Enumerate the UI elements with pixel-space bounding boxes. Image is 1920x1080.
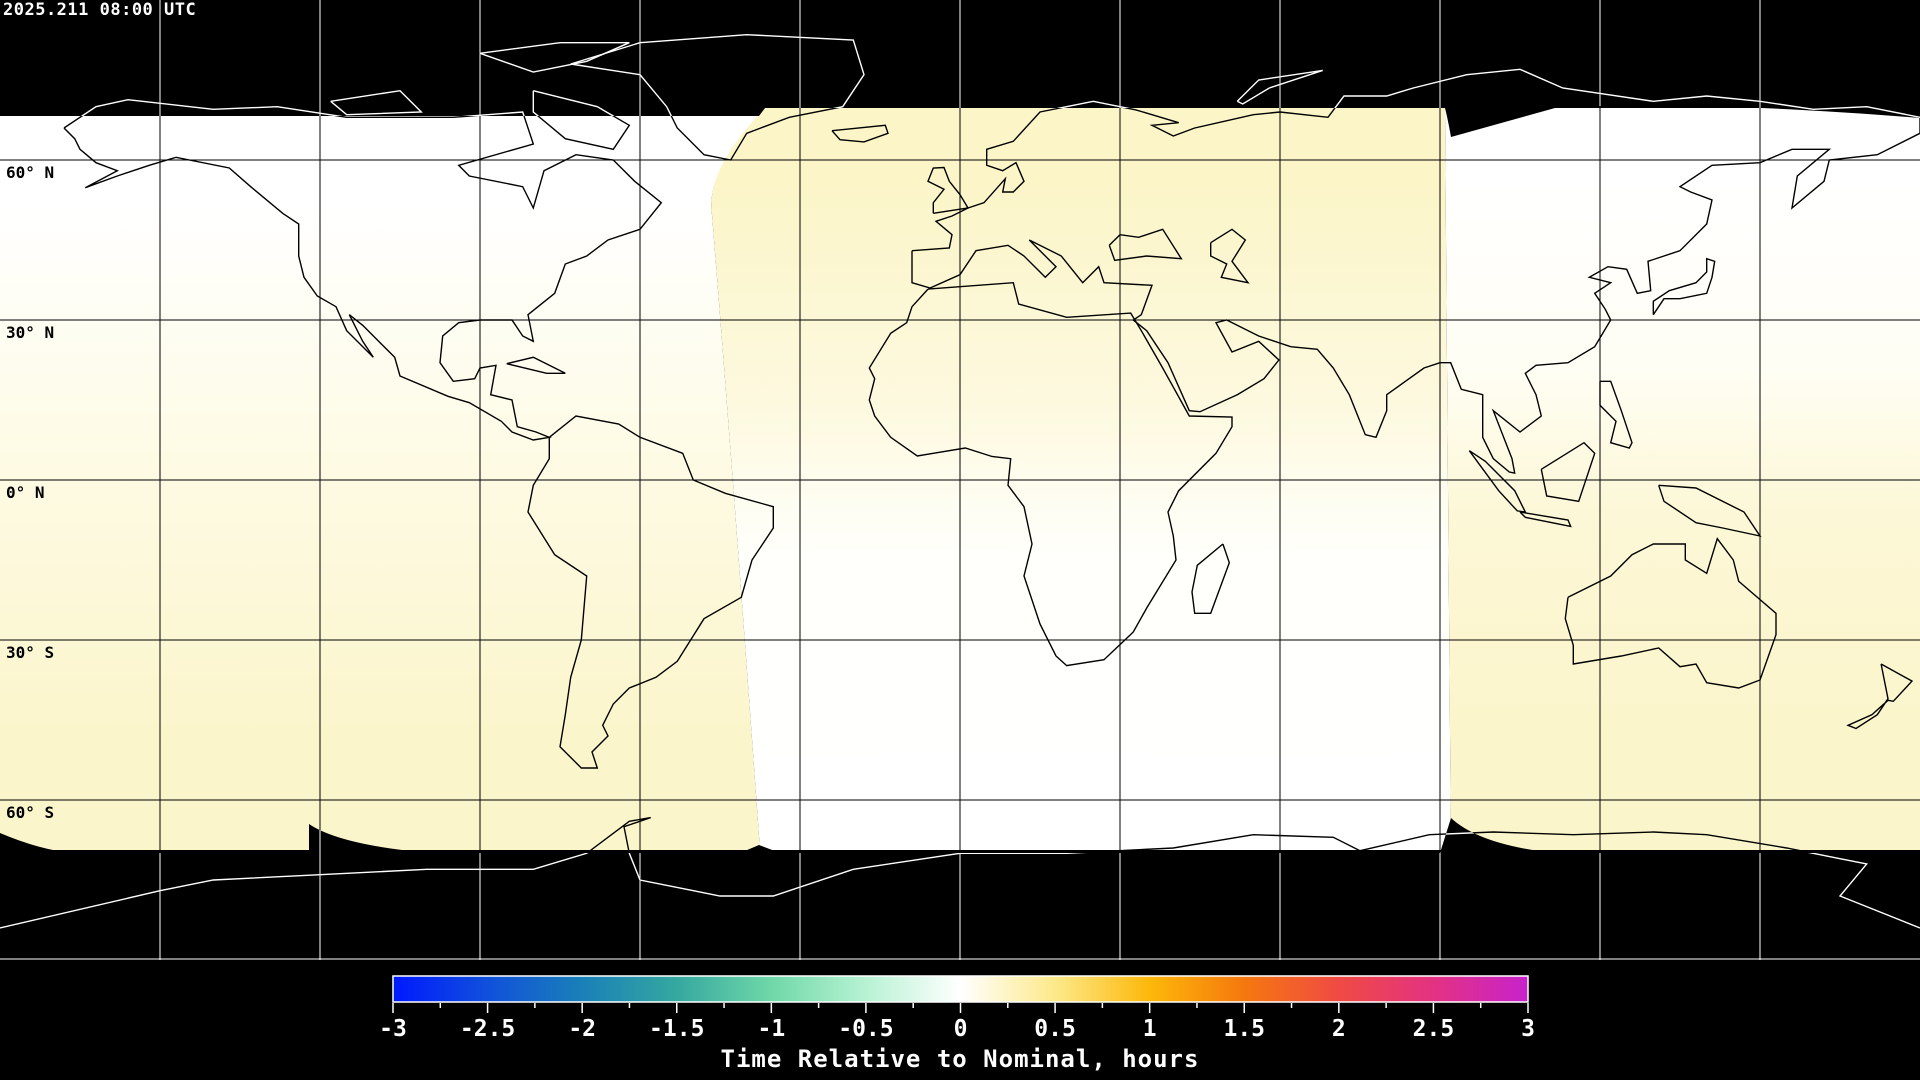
coverage-region-east <box>1445 108 1920 850</box>
colorbar-title: Time Relative to Nominal, hours <box>720 1045 1200 1073</box>
colorbar-tick-label: -1.5 <box>649 1016 704 1042</box>
coastline-new-guinea <box>1658 484 1762 538</box>
coastline-caspian-sea <box>1210 228 1250 284</box>
coastline-borneo <box>1540 441 1596 503</box>
colorbar-tick-label: -2.5 <box>460 1016 515 1042</box>
colorbar-tick-label: -3 <box>379 1016 407 1042</box>
coastline-africa <box>868 281 1233 667</box>
colorbar-tick-label: 2 <box>1332 1016 1346 1042</box>
colorbar-tick-label: -1 <box>757 1016 785 1042</box>
coastline-black-sea <box>1108 228 1183 262</box>
coastline-south-america <box>527 415 774 769</box>
coastline-philippines <box>1599 380 1633 449</box>
lat-label-30n: 30° N <box>6 323 55 342</box>
colorbar-tick-label: 0 <box>954 1016 968 1042</box>
coastline-japan <box>1652 257 1716 316</box>
colorbar-tick-label: 1 <box>1143 1016 1157 1042</box>
lat-label-60s: 60° S <box>6 803 55 822</box>
coastline-java <box>1519 511 1572 528</box>
colorbar-tick-label: 1.5 <box>1223 1016 1265 1042</box>
colorbar-tick-label: -0.5 <box>838 1016 893 1042</box>
lat-label-60n: 60° N <box>6 163 55 182</box>
coastline-victoria-island <box>330 89 423 116</box>
coverage-region-central <box>711 108 1451 850</box>
coastline-north-america <box>63 98 663 441</box>
coastline-new-zealand <box>1846 663 1914 730</box>
colorbar-tick-label: 0.5 <box>1034 1016 1076 1042</box>
coastline-eurasia <box>911 68 1920 474</box>
lat-lon-grid <box>0 0 1920 960</box>
coastline-sumatra <box>1468 450 1527 513</box>
colorbar-gradient <box>392 975 1529 1003</box>
coastline-ellesmere <box>479 42 630 73</box>
timestamp-label: 2025.211 08:00 UTC <box>3 0 197 20</box>
coastline-madagascar <box>1191 543 1231 614</box>
coverage-region-west <box>0 116 765 850</box>
coastline-australia <box>1564 537 1777 689</box>
coastline-cuba <box>506 356 566 374</box>
coverage-map <box>0 0 1920 960</box>
coastline-iceland <box>831 124 889 143</box>
colorbar-tick-label: 2.5 <box>1413 1016 1455 1042</box>
lat-label-0n: 0° N <box>6 483 45 502</box>
lat-label-30s: 30° S <box>6 643 55 662</box>
colorbar-tick-label: -2 <box>568 1016 596 1042</box>
colorbar: -3 -2.5 -2 -1.5 -1 -0.5 0 0.5 1 1.5 2 2.5 3 <box>379 975 1535 1042</box>
coastline-novaya-zemlya <box>1236 69 1323 105</box>
colorbar-tick-label: 3 <box>1521 1016 1535 1042</box>
coastline-great-britain <box>927 166 970 214</box>
